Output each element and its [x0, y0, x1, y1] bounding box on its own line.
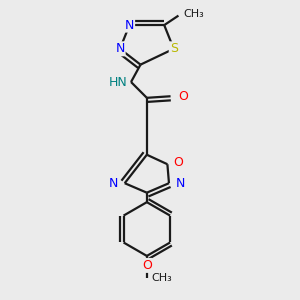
Text: O: O	[174, 156, 184, 169]
Text: S: S	[170, 42, 178, 55]
Text: CH₃: CH₃	[183, 9, 204, 19]
Text: N: N	[125, 19, 134, 32]
Text: N: N	[115, 42, 124, 55]
Text: N: N	[175, 177, 185, 190]
Text: CH₃: CH₃	[152, 273, 172, 283]
Text: N: N	[109, 177, 118, 190]
Text: O: O	[178, 90, 188, 103]
Text: O: O	[142, 259, 152, 272]
Text: HN: HN	[109, 76, 128, 88]
